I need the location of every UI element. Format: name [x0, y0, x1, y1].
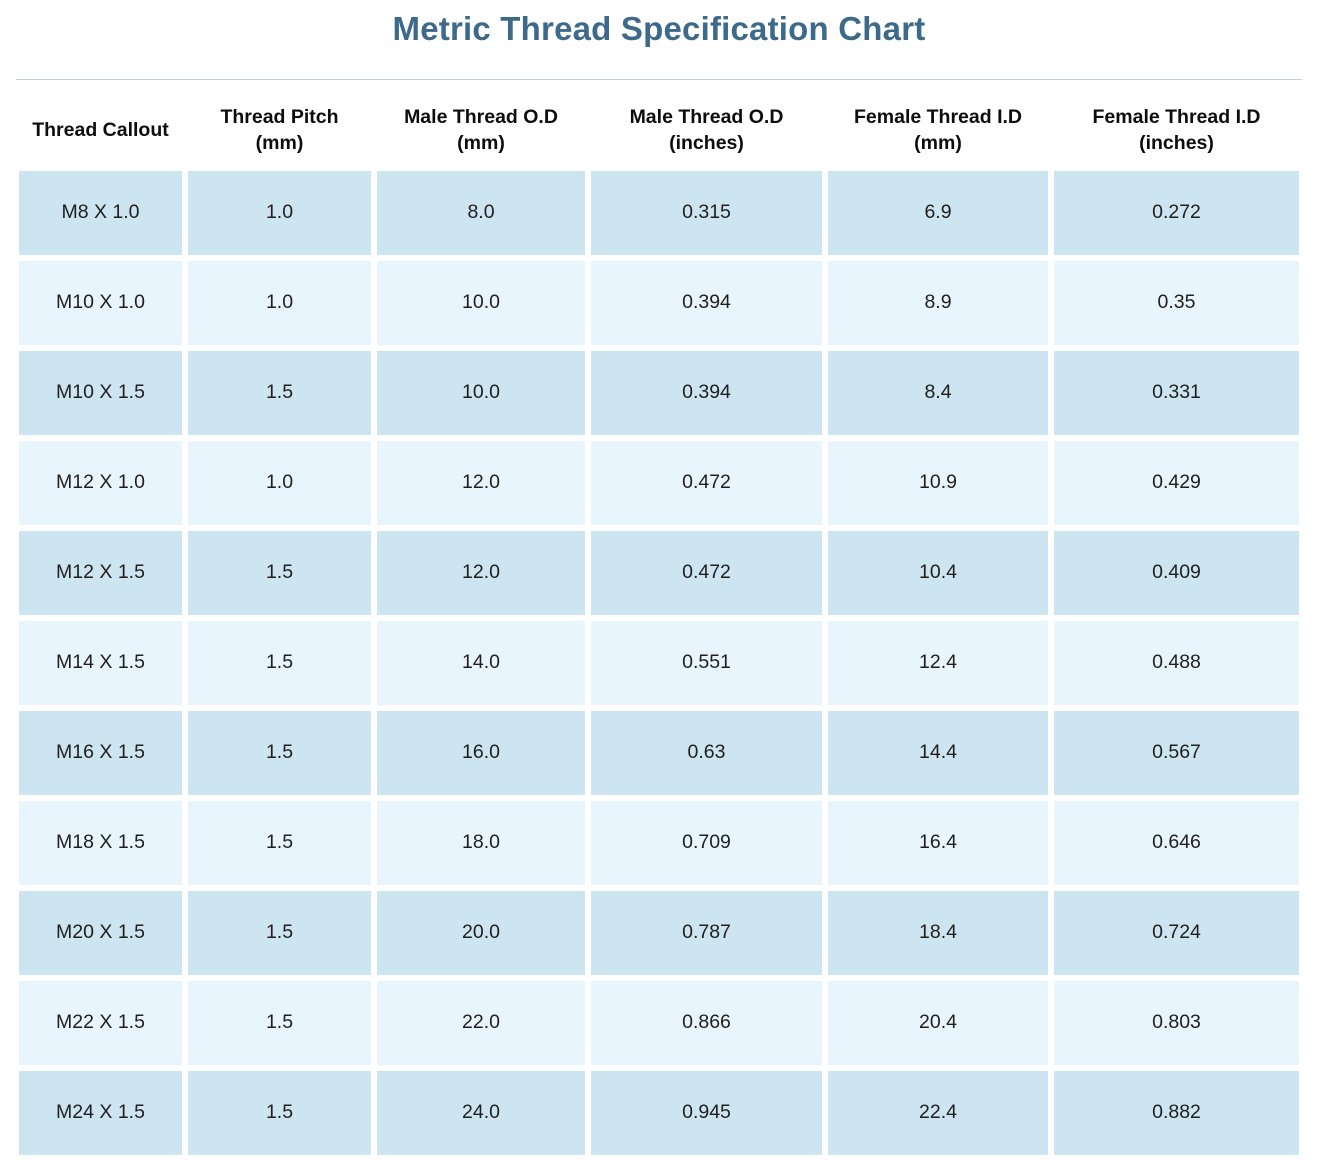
column-header: Male Thread O.D (inches) [591, 94, 822, 165]
table-cell: 1.0 [188, 260, 371, 345]
table-cell: 0.409 [1054, 530, 1299, 615]
table-row: M8 X 1.0 1.0 8.0 0.315 6.9 0.272 [19, 170, 1299, 255]
table-cell: 22.4 [828, 1070, 1048, 1155]
table-cell: 1.5 [188, 980, 371, 1065]
table-cell: 0.394 [591, 350, 822, 435]
page-title: Metric Thread Specification Chart [392, 10, 926, 47]
table-cell: M10 X 1.0 [19, 260, 182, 345]
table-cell: M18 X 1.5 [19, 800, 182, 885]
table-cell: 8.9 [828, 260, 1048, 345]
column-header: Thread Pitch (mm) [188, 94, 371, 165]
table-cell: 12.0 [377, 440, 585, 525]
table-cell: 0.882 [1054, 1070, 1299, 1155]
table-cell: 0.63 [591, 710, 822, 795]
table-cell: 1.5 [188, 1070, 371, 1155]
table-cell: M22 X 1.5 [19, 980, 182, 1065]
table-cell: 0.272 [1054, 170, 1299, 255]
table-row: M24 X 1.5 1.5 24.0 0.945 22.4 0.882 [19, 1070, 1299, 1155]
table-cell: 1.5 [188, 350, 371, 435]
table-cell: 0.331 [1054, 350, 1299, 435]
table-cell: 10.0 [377, 350, 585, 435]
table-cell: 12.4 [828, 620, 1048, 705]
table-cell: M12 X 1.0 [19, 440, 182, 525]
column-header: Male Thread O.D (mm) [377, 94, 585, 165]
table-row: M20 X 1.5 1.5 20.0 0.787 18.4 0.724 [19, 890, 1299, 975]
table-cell: 8.0 [377, 170, 585, 255]
table-cell: 1.0 [188, 440, 371, 525]
table-cell: 20.4 [828, 980, 1048, 1065]
table-cell: M16 X 1.5 [19, 710, 182, 795]
column-header: Female Thread I.D (inches) [1054, 94, 1299, 165]
table-header-row: Thread Callout Thread Pitch (mm) Male Thre… [19, 94, 1299, 165]
table-cell: 0.315 [591, 170, 822, 255]
table-cell: 10.9 [828, 440, 1048, 525]
table-cell: 12.0 [377, 530, 585, 615]
table-cell: 14.0 [377, 620, 585, 705]
table-cell: 16.4 [828, 800, 1048, 885]
table-cell: 0.646 [1054, 800, 1299, 885]
table-cell: 18.4 [828, 890, 1048, 975]
table-cell: 0.472 [591, 440, 822, 525]
table-cell: 20.0 [377, 890, 585, 975]
table-cell: 0.394 [591, 260, 822, 345]
table-cell: 0.488 [1054, 620, 1299, 705]
table-cell: 18.0 [377, 800, 585, 885]
table-cell: 0.866 [591, 980, 822, 1065]
table-cell: 16.0 [377, 710, 585, 795]
table-cell: M8 X 1.0 [19, 170, 182, 255]
table-cell: 0.551 [591, 620, 822, 705]
table-cell: 22.0 [377, 980, 585, 1065]
title-divider [16, 79, 1302, 80]
table-row: M12 X 1.0 1.0 12.0 0.472 10.9 0.429 [19, 440, 1299, 525]
table-cell: 0.803 [1054, 980, 1299, 1065]
table-cell: 14.4 [828, 710, 1048, 795]
table-cell: 0.787 [591, 890, 822, 975]
table-cell: 0.709 [591, 800, 822, 885]
table-cell: 0.472 [591, 530, 822, 615]
table-cell: M20 X 1.5 [19, 890, 182, 975]
table-row: M18 X 1.5 1.5 18.0 0.709 16.4 0.646 [19, 800, 1299, 885]
table-row: M22 X 1.5 1.5 22.0 0.866 20.4 0.803 [19, 980, 1299, 1065]
table-cell: M10 X 1.5 [19, 350, 182, 435]
table-cell: 10.4 [828, 530, 1048, 615]
table-cell: 8.4 [828, 350, 1048, 435]
table-cell: 10.0 [377, 260, 585, 345]
table-row: M12 X 1.5 1.5 12.0 0.472 10.4 0.409 [19, 530, 1299, 615]
table-cell: 0.35 [1054, 260, 1299, 345]
table-cell: 1.5 [188, 530, 371, 615]
table-cell: 6.9 [828, 170, 1048, 255]
table-cell: 24.0 [377, 1070, 585, 1155]
table-cell: 1.0 [188, 170, 371, 255]
table-cell: M24 X 1.5 [19, 1070, 182, 1155]
table-cell: 0.429 [1054, 440, 1299, 525]
table-row: M16 X 1.5 1.5 16.0 0.63 14.4 0.567 [19, 710, 1299, 795]
thread-spec-table: Thread Callout Thread Pitch (mm) Male Thre… [13, 88, 1305, 1161]
table-cell: 0.945 [591, 1070, 822, 1155]
table-cell: 1.5 [188, 710, 371, 795]
table-cell: 1.5 [188, 890, 371, 975]
table-header-row: Thread Callout Thread Pitch (mm) Male Thre… [19, 94, 1299, 165]
table-row: M14 X 1.5 1.5 14.0 0.551 12.4 0.488 [19, 620, 1299, 705]
column-header: Female Thread I.D (mm) [828, 94, 1048, 165]
table-row: M10 X 1.0 1.0 10.0 0.394 8.9 0.35 [19, 260, 1299, 345]
column-header: Thread Callout [19, 94, 182, 165]
table-body: M8 X 1.0 1.0 8.0 0.315 6.9 0.272 M10 X 1.0 1.0 1… [19, 170, 1299, 1155]
table-cell: M14 X 1.5 [19, 620, 182, 705]
table-cell: 1.5 [188, 800, 371, 885]
table-row: M10 X 1.5 1.5 10.0 0.394 8.4 0.331 [19, 350, 1299, 435]
table-cell: 0.567 [1054, 710, 1299, 795]
table-cell: M12 X 1.5 [19, 530, 182, 615]
table-cell: 0.724 [1054, 890, 1299, 975]
table-cell: 1.5 [188, 620, 371, 705]
